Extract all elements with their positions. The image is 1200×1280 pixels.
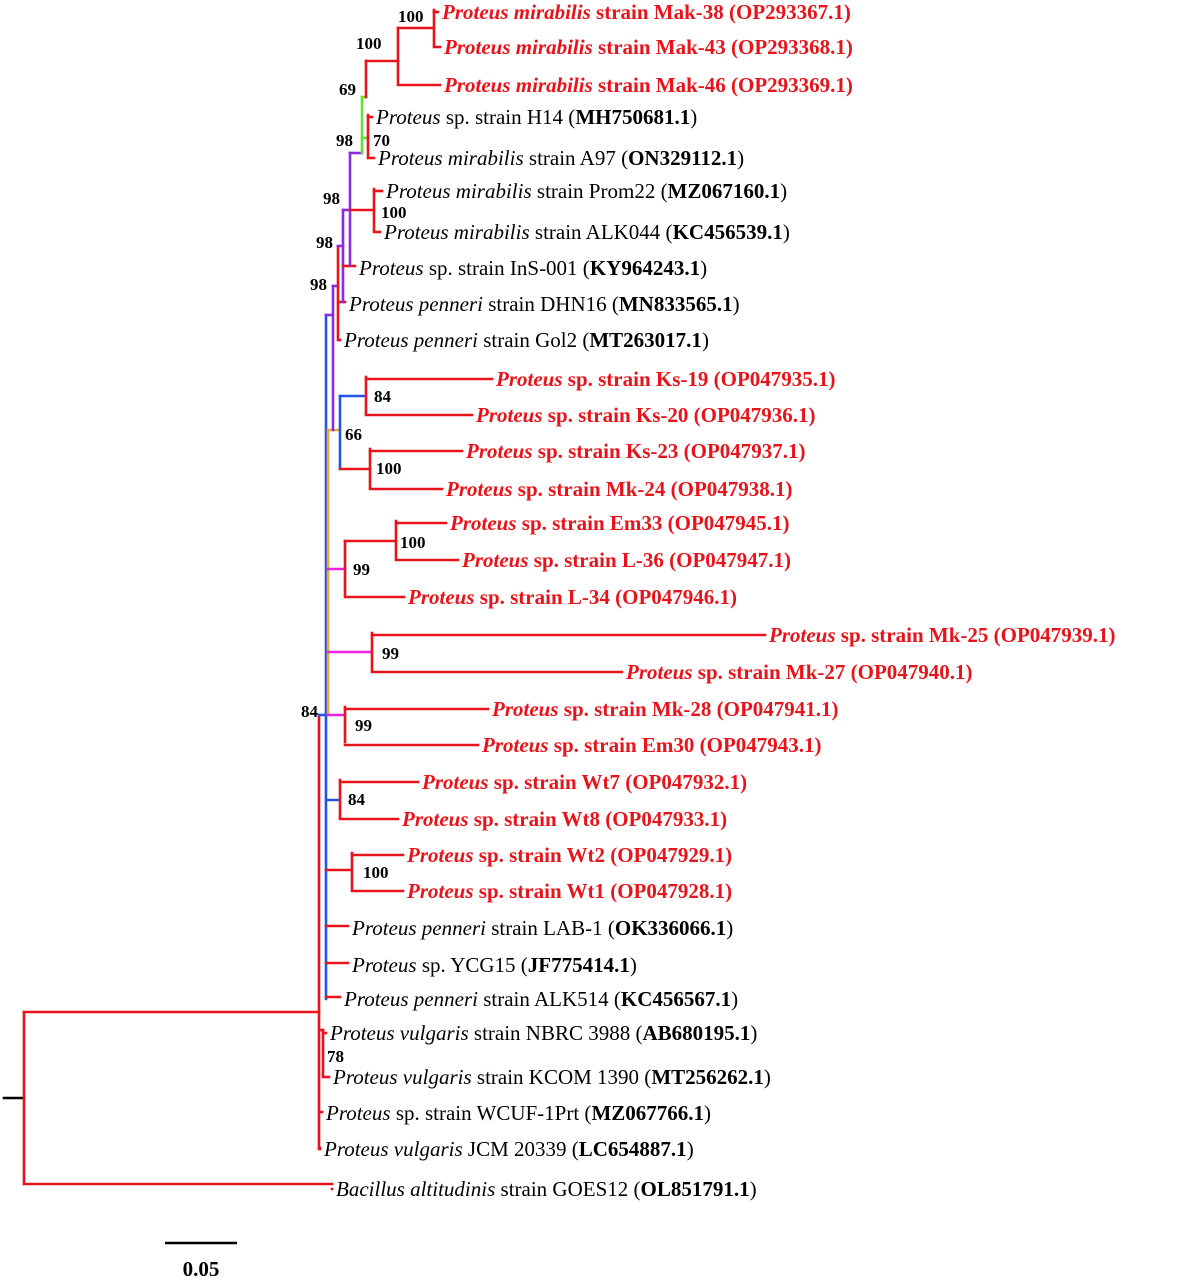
leaf-label-dhn16: Proteus penneri strain DHN16 (MN833565.1… <box>348 292 740 316</box>
bootstrap-value: 98 <box>316 233 333 252</box>
leaf-label-lab1: Proteus penneri strain LAB-1 (OK336066.1… <box>351 916 733 940</box>
leaf-label-wt8: Proteus sp. strain Wt8 (OP047933.1) <box>401 807 727 831</box>
leaf-label-wt1: Proteus sp. strain Wt1 (OP047928.1) <box>406 879 732 903</box>
bootstrap-value: 99 <box>355 716 372 735</box>
leaf-label-l36: Proteus sp. strain L-36 (OP047947.1) <box>461 548 791 572</box>
leaf-label-gol2: Proteus penneri strain Gol2 (MT263017.1) <box>343 328 709 352</box>
leaf-labels: Proteus mirabilis strain Mak-38 (OP29336… <box>323 0 1116 1201</box>
scale-bar: 0.05 <box>165 1241 237 1280</box>
bootstrap-value: 84 <box>374 387 392 406</box>
leaf-label-alk044: Proteus mirabilis strain ALK044 (KC45653… <box>383 220 790 244</box>
leaf-label-em33: Proteus sp. strain Em33 (OP047945.1) <box>449 511 790 535</box>
leaf-label-alk514: Proteus penneri strain ALK514 (KC456567.… <box>343 987 738 1011</box>
leaf-label-prom22: Proteus mirabilis strain Prom22 (MZ06716… <box>385 179 787 203</box>
bootstrap-value: 70 <box>373 131 390 150</box>
leaf-label-ks23: Proteus sp. strain Ks-23 (OP047937.1) <box>465 439 806 463</box>
bootstrap-value: 69 <box>339 80 356 99</box>
leaf-label-ks19: Proteus sp. strain Ks-19 (OP047935.1) <box>495 367 836 391</box>
leaf-label-a97: Proteus mirabilis strain A97 (ON329112.1… <box>377 146 744 170</box>
leaf-label-wt2: Proteus sp. strain Wt2 (OP047929.1) <box>406 843 732 867</box>
leaf-label-mak46: Proteus mirabilis strain Mak-46 (OP29336… <box>443 73 853 97</box>
leaf-label-ks20: Proteus sp. strain Ks-20 (OP047936.1) <box>475 403 816 427</box>
leaf-label-goes12: Bacillus altitudinis strain GOES12 (OL85… <box>336 1177 757 1201</box>
bootstrap-values: 100 100 69 70 98 100 98 98 98 84 66 100 100 99 99 99 84 8… <box>301 7 426 1066</box>
leaf-label-mk25: Proteus sp. strain Mk-25 (OP047939.1) <box>768 623 1116 647</box>
bootstrap-value: 98 <box>336 131 353 150</box>
bootstrap-value: 100 <box>381 203 407 222</box>
leaf-label-em30: Proteus sp. strain Em30 (OP047943.1) <box>481 733 822 757</box>
leaf-label-mk28: Proteus sp. strain Mk-28 (OP047941.1) <box>491 697 839 721</box>
bootstrap-value: 100 <box>398 7 424 26</box>
leaf-label-mak38: Proteus mirabilis strain Mak-38 (OP29336… <box>441 0 851 24</box>
bootstrap-value: 99 <box>382 644 399 663</box>
leaf-label-wcuf: Proteus sp. strain WCUF-1Prt (MZ067766.1… <box>325 1101 711 1125</box>
scale-bar-label: 0.05 <box>183 1257 220 1280</box>
leaf-label-nbrc3988: Proteus vulgaris strain NBRC 3988 (AB680… <box>329 1021 757 1045</box>
bootstrap-value: 99 <box>353 560 370 579</box>
leaf-label-mak43: Proteus mirabilis strain Mak-43 (OP29336… <box>443 35 853 59</box>
leaf-label-wt7: Proteus sp. strain Wt7 (OP047932.1) <box>421 770 747 794</box>
bootstrap-value: 100 <box>363 863 389 882</box>
bootstrap-value: 98 <box>310 275 327 294</box>
bootstrap-value: 84 <box>348 790 366 809</box>
tree-branches <box>2 8 767 1191</box>
leaf-label-ins001: Proteus sp. strain InS-001 (KY964243.1) <box>358 256 707 280</box>
leaf-label-jcm20339: Proteus vulgaris JCM 20339 (LC654887.1) <box>323 1137 694 1161</box>
leaf-label-mk27: Proteus sp. strain Mk-27 (OP047940.1) <box>625 660 973 684</box>
bootstrap-value: 98 <box>323 189 340 208</box>
bootstrap-value: 84 <box>301 702 319 721</box>
bootstrap-value: 100 <box>376 459 402 478</box>
leaf-label-kcom1390: Proteus vulgaris strain KCOM 1390 (MT256… <box>332 1065 771 1089</box>
leaf-label-mk24: Proteus sp. strain Mk-24 (OP047938.1) <box>445 477 793 501</box>
leaf-label-ycg15: Proteus sp. YCG15 (JF775414.1) <box>351 953 637 977</box>
bootstrap-value: 100 <box>356 34 382 53</box>
leaf-label-h14: Proteus sp. strain H14 (MH750681.1) <box>375 105 697 129</box>
bootstrap-value: 78 <box>327 1047 344 1066</box>
bootstrap-value: 66 <box>345 425 362 444</box>
leaf-label-l34: Proteus sp. strain L-34 (OP047946.1) <box>407 585 737 609</box>
bootstrap-value: 100 <box>400 533 426 552</box>
